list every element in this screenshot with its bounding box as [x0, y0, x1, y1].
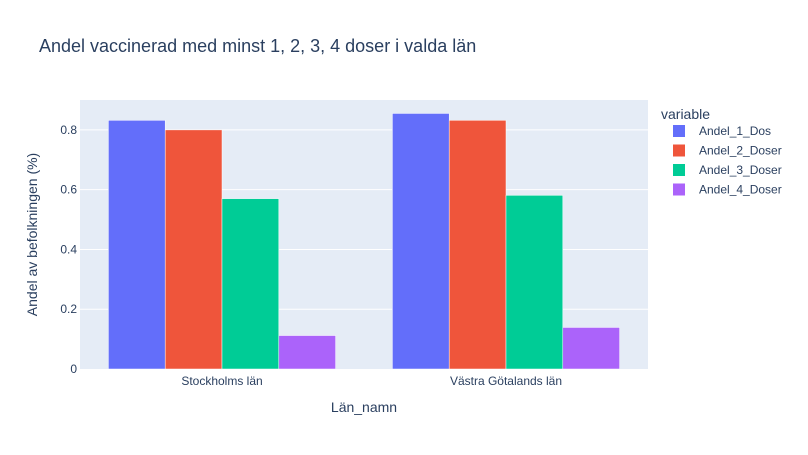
y-tick-label: 0 [70, 362, 77, 376]
bar [505, 195, 564, 370]
legend-swatch [673, 125, 685, 137]
bar [392, 113, 450, 370]
chart-title: Andel vaccinerad med minst 1, 2, 3, 4 do… [39, 36, 476, 56]
bar [108, 120, 166, 370]
legend: variable Andel_1_Dos Andel_2_Doser Andel_3… [661, 106, 782, 197]
y-tick-label: 0.8 [60, 123, 77, 137]
legend-title: variable [661, 106, 710, 122]
legend-label: Andel_4_Doser [699, 183, 782, 197]
y-axis-label: Andel av befolkningen (%) [24, 153, 40, 316]
y-ticks: 0 0.2 0.4 0.6 0.8 [60, 123, 77, 376]
y-tick-label: 0.4 [60, 242, 77, 256]
x-ticks: Stockholms län Västra Götalands län [181, 374, 562, 388]
legend-swatch [673, 183, 685, 196]
x-tick-label: Stockholms län [181, 374, 262, 388]
bar [164, 129, 223, 370]
bars [108, 113, 620, 370]
legend-label: Andel_3_Doser [699, 163, 782, 177]
x-tick-label: Västra Götalands län [450, 374, 562, 388]
y-tick-label: 0.6 [60, 183, 77, 197]
legend-label: Andel_2_Doser [699, 144, 782, 158]
legend-swatch [673, 144, 685, 157]
y-tick-label: 0.2 [60, 302, 77, 316]
legend-label: Andel_1_Dos [699, 124, 771, 138]
bar [221, 198, 280, 370]
bar [562, 327, 620, 370]
legend-swatch [673, 164, 685, 176]
bar [278, 335, 336, 370]
bar [448, 120, 507, 370]
x-axis-label: Län_namn [331, 399, 397, 415]
